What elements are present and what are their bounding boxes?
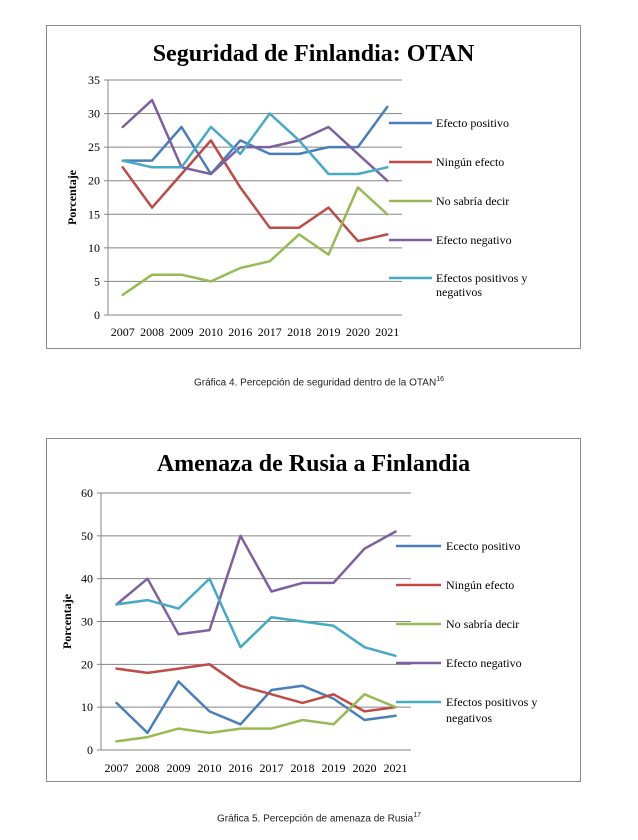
x-tick-label: 2016 [229,761,253,775]
x-tick-label: 2016 [228,325,252,339]
y-tick-label: 10 [88,241,100,255]
x-tick-label: 2020 [353,761,377,775]
legend-label: Efecto positivo [436,116,509,130]
caption-grafica-5: Gráfica 5. Percepción de amenaza de Rusi… [0,812,638,824]
legend-label: Ningún efecto [446,578,514,592]
caption-text: Gráfica 5. Percepción de amenaza de Rusi… [216,813,414,825]
x-tick-label: 2019 [322,761,346,775]
legend-label: Ececto positivo [446,539,520,553]
series-line-3 [121,98,389,182]
chart-title: Amenaza de Rusia a Finlandia [157,451,470,477]
caption-footnote-ref: 16 [436,376,444,383]
legend-label: negativos [436,285,482,299]
y-tick-label: 10 [81,700,93,714]
legend-label: Efecto negativo [436,233,512,247]
chart-seguridad-otan: Seguridad de Finlandia: OTAN 0 5 10 15 20 25 30… [65,41,527,339]
caption-grafica-4: Gráfica 4. Percepción de seguridad dentr… [0,376,638,388]
x-tick-label: 2018 [287,325,311,339]
y-tick-label: 20 [88,174,100,188]
x-tick-label: 2018 [291,761,315,775]
series-line-4 [115,577,397,658]
chart-title: Seguridad de Finlandia: OTAN [153,41,475,67]
y-tick-label: 35 [88,73,100,87]
x-tick-label: 2007 [111,325,135,339]
x-tick-label: 2008 [136,761,160,775]
x-tick-label: 2010 [198,761,222,775]
chart-amenaza-rusia: Amenaza de Rusia a Finlandia 0 10 20 30 40 50 6… [60,451,537,775]
y-tick-label: 0 [87,743,93,757]
x-tick-label: 2017 [258,325,282,339]
x-tick-label: 2010 [199,325,223,339]
series-line-2 [121,186,389,297]
x-tick-label: 2021 [384,761,408,775]
y-tick-label: 40 [81,572,93,586]
legend-label: Efecto negativo [446,656,522,670]
x-tick-label: 2017 [260,761,284,775]
y-tick-label: 0 [94,308,100,322]
chart-2-frame: Amenaza de Rusia a Finlandia 0 10 20 30 40 50 6… [46,438,581,782]
legend-label: No sabría decir [436,194,509,208]
x-tick-label: 2019 [317,325,341,339]
x-tick-label: 2021 [375,325,399,339]
y-tick-label: 25 [88,140,100,154]
chart-1-frame: Seguridad de Finlandia: OTAN 0 5 10 15 20 25 30… [46,25,581,349]
legend-label: Ningún efecto [436,155,504,169]
x-tick-label: 2008 [140,325,164,339]
y-axis-label: Porcentaje [60,593,74,649]
series-line-0 [121,105,389,176]
caption-footnote-ref: 17 [413,812,422,819]
legend-label: negativos [446,711,492,725]
series-line-3 [115,530,397,636]
y-tick-label: 15 [88,207,100,221]
y-tick-label: 5 [94,274,100,288]
legend-label: Efectos positivos y [446,695,537,709]
legend-label: No sabría decir [446,617,519,631]
y-axis-label: Porcentaje [65,169,79,225]
y-tick-label: 30 [88,107,100,121]
x-tick-label: 2009 [167,761,191,775]
series-line-1 [121,139,389,243]
y-tick-label: 20 [81,657,93,671]
y-tick-label: 60 [81,486,93,500]
x-tick-label: 2009 [170,325,194,339]
x-tick-label: 2020 [346,325,370,339]
series-line-4 [121,112,389,176]
y-tick-label: 50 [81,529,93,543]
caption-text: Gráfica 4. Percepción de seguridad dentr… [194,377,437,389]
series-line-1 [115,663,397,713]
y-tick-label: 30 [81,615,93,629]
series-line-2 [115,693,397,743]
x-tick-label: 2007 [105,761,129,775]
legend-label: Efectos positivos y [436,271,527,285]
